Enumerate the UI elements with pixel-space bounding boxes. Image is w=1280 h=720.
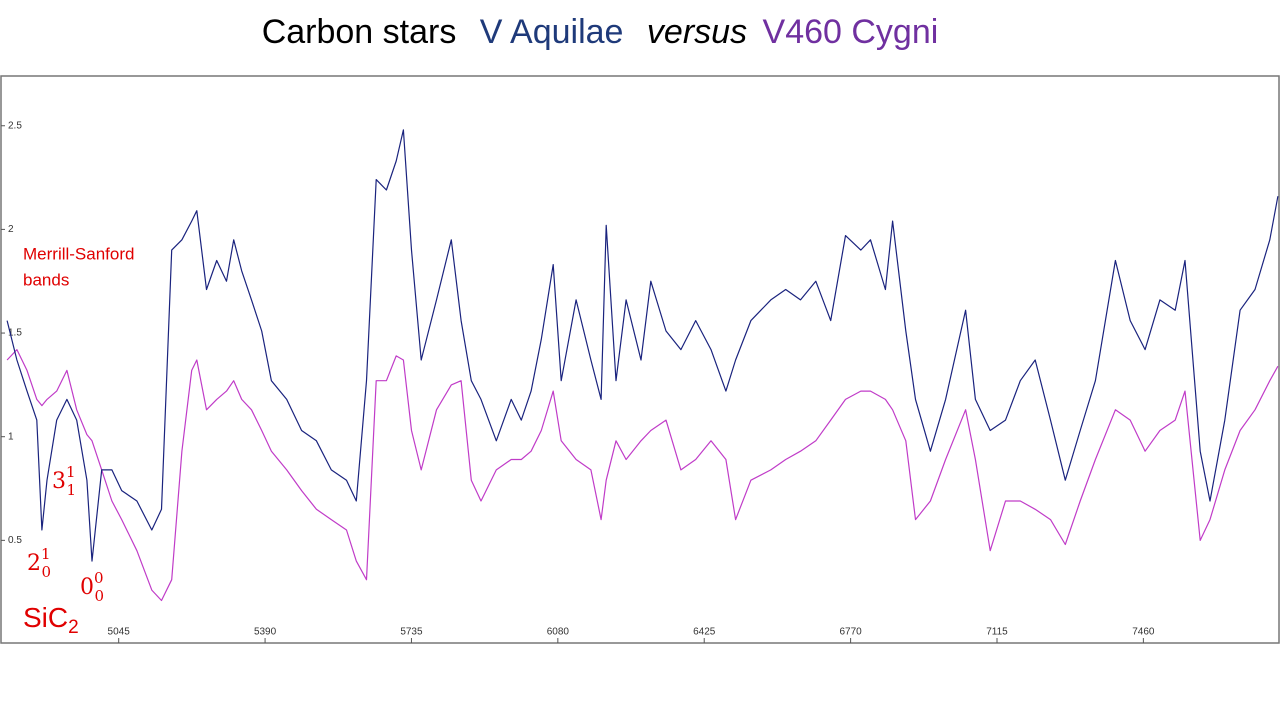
x-tick-label: 6425 <box>693 627 716 638</box>
transition-sup: 1 <box>66 463 76 481</box>
x-tick-label: 6770 <box>839 627 862 638</box>
series-line <box>6 349 1279 602</box>
y-tick-label: 1.5 <box>8 328 22 339</box>
transition-label: 00 0 <box>80 569 104 605</box>
band-label: bands <box>23 270 69 289</box>
title-text: Carbon stars <box>262 13 457 51</box>
x-tick-label: 7460 <box>1132 627 1155 638</box>
molecule-sub: 2 <box>68 617 79 638</box>
molecule-text: SiC <box>23 602 68 633</box>
transition-number: 2 <box>27 551 41 576</box>
x-tick-label: 5045 <box>108 627 131 638</box>
molecule-label: SiC2 <box>23 602 79 638</box>
title-series-0: V Aquilae <box>480 13 624 51</box>
y-tick-label: 2.5 <box>8 120 22 131</box>
transition-number: 0 <box>80 575 94 600</box>
y-tick-label: 0.5 <box>8 535 22 546</box>
band-label: Merrill-Sanford <box>23 244 134 263</box>
transition-sup: 0 <box>94 569 104 587</box>
title-connector: versus <box>647 13 747 51</box>
x-tick-label: 5390 <box>254 627 277 638</box>
y-tick-label: 1 <box>8 431 14 442</box>
y-tick-label: 2 <box>8 224 14 235</box>
transition-sub: 0 <box>95 587 105 605</box>
transition-label: 31 1 <box>52 463 76 499</box>
plot-frame <box>0 75 1280 644</box>
transition-number: 3 <box>52 469 66 494</box>
x-tick-label: 7115 <box>986 627 1008 638</box>
chart-title: Carbon stars V Aquilae versus V460 Cygni <box>262 13 939 51</box>
title-series-1: V460 Cygni <box>763 13 939 51</box>
transition-label: 21 0 <box>27 545 51 581</box>
x-tick-label: 6080 <box>547 627 570 638</box>
transition-sub: 1 <box>67 481 77 499</box>
series-line <box>6 129 1279 562</box>
x-tick-label: 5735 <box>400 627 423 638</box>
transition-sup: 1 <box>41 545 51 563</box>
transition-sub: 0 <box>42 563 52 581</box>
